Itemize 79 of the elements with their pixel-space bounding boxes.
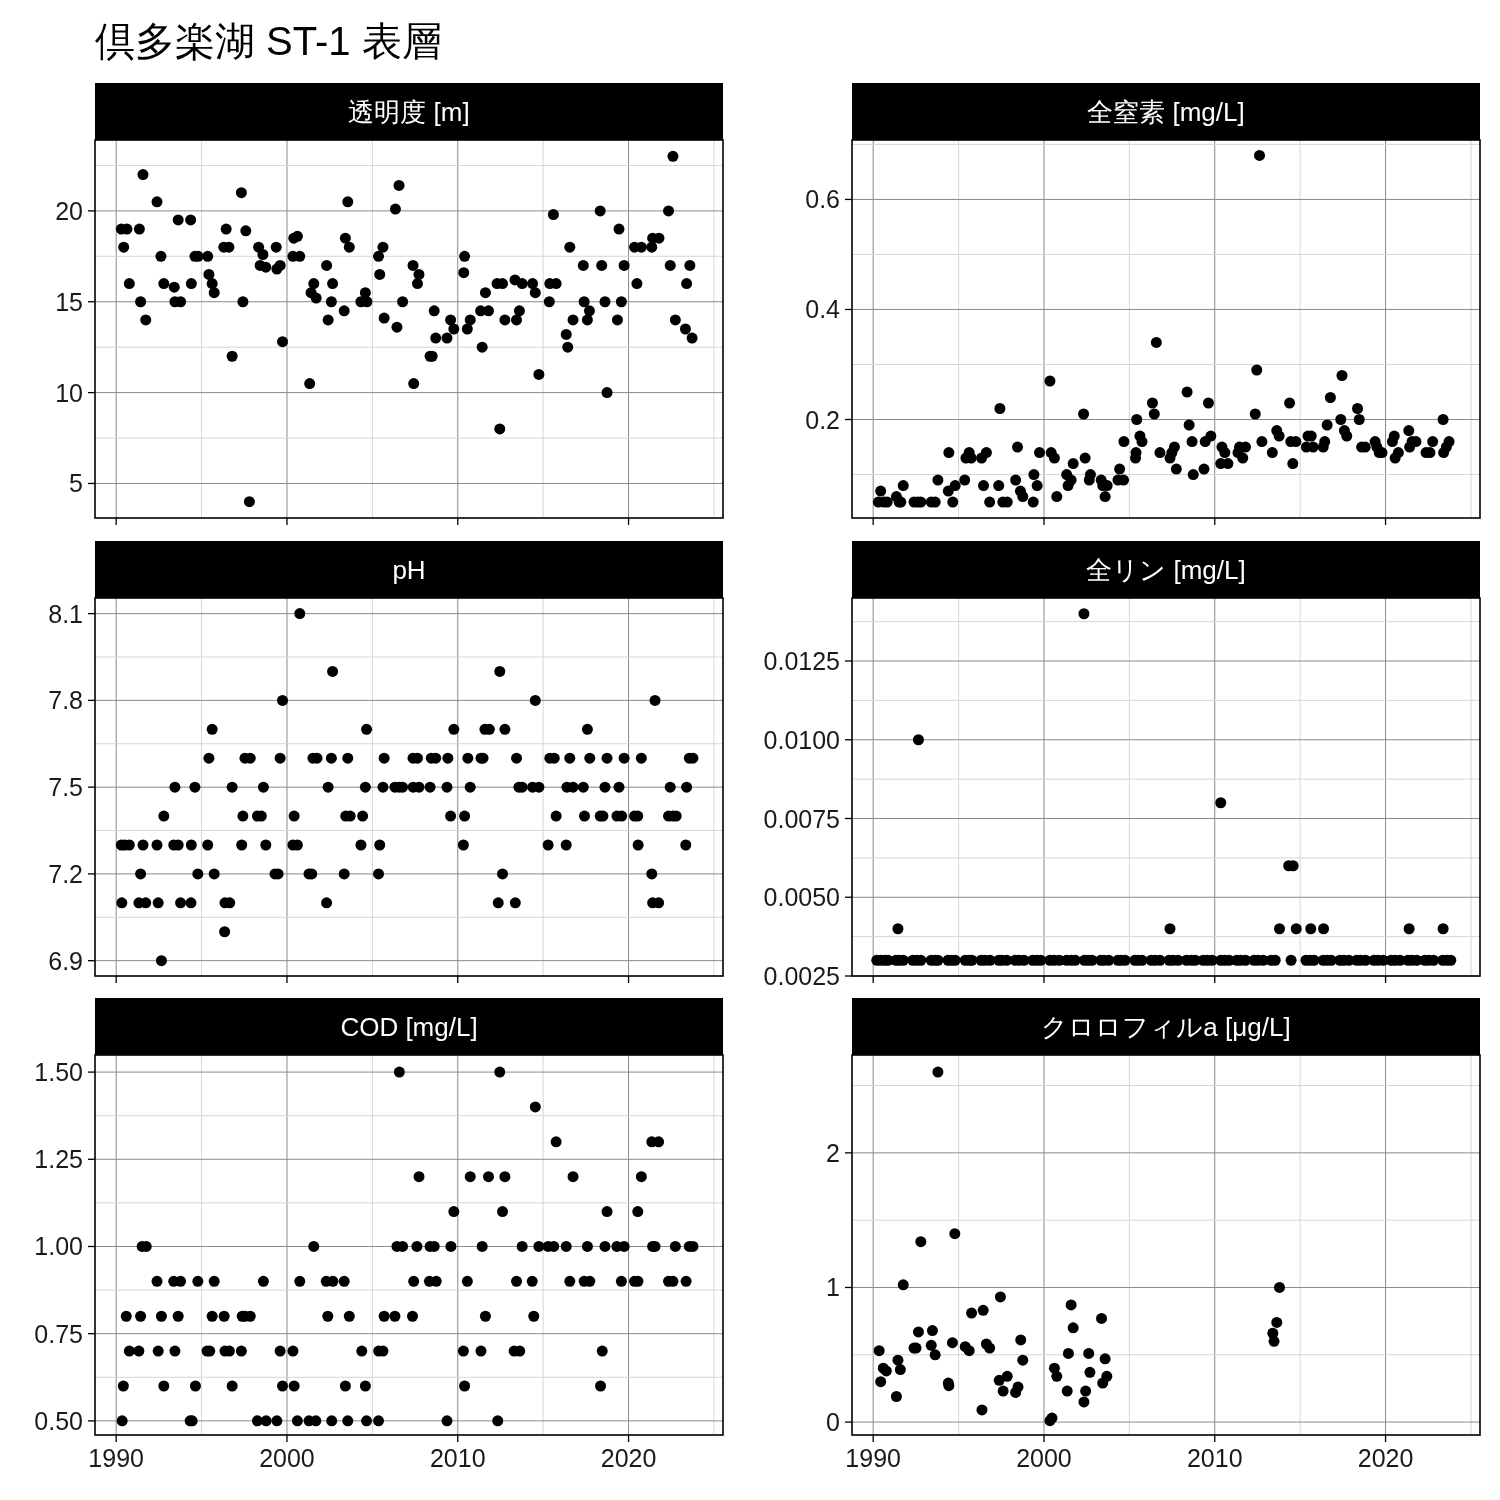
y-tick-label: 0.2 xyxy=(805,405,840,434)
point xyxy=(1084,1366,1096,1378)
point xyxy=(977,1304,989,1316)
point xyxy=(1065,1299,1077,1311)
y-tick-label: 0.0125 xyxy=(763,647,840,675)
y-tick-label: 0.0075 xyxy=(763,804,840,833)
y-tick-label: 6.9 xyxy=(48,946,83,975)
point xyxy=(912,1326,924,1338)
point xyxy=(875,1376,887,1388)
point xyxy=(1062,1347,1074,1359)
y-tick-label: 7.2 xyxy=(48,859,83,888)
point xyxy=(897,1279,909,1291)
y-tick-label: 8.1 xyxy=(48,599,83,628)
point xyxy=(929,1349,941,1361)
point xyxy=(925,1339,937,1351)
point xyxy=(1067,1322,1079,1334)
x-tick-label: 2010 xyxy=(429,1444,486,1472)
y-tick-label: 0.50 xyxy=(34,1406,83,1435)
point xyxy=(1099,1353,1111,1365)
point xyxy=(949,1228,961,1240)
point xyxy=(993,1374,1005,1386)
point xyxy=(984,1342,996,1354)
x-tick-label: 2000 xyxy=(1016,1444,1072,1472)
point xyxy=(894,1364,906,1376)
point xyxy=(1015,1334,1027,1346)
point xyxy=(946,1337,958,1349)
x-tick-label: 2020 xyxy=(1357,1444,1414,1472)
point xyxy=(1078,1396,1090,1408)
point xyxy=(1080,1385,1092,1397)
point xyxy=(1271,1316,1283,1328)
y-tick-label: 0 xyxy=(826,1408,840,1437)
y-tick-label: 0.6 xyxy=(805,185,840,214)
y-tick-label: 5 xyxy=(69,469,83,498)
y-tick-label: 1 xyxy=(826,1273,840,1302)
chart-title: 透明度 [m] xyxy=(348,96,470,127)
point xyxy=(1017,1354,1029,1366)
x-tick-label: 1990 xyxy=(88,1444,144,1472)
point xyxy=(966,1307,978,1319)
y-tick-label: 0.0050 xyxy=(763,883,840,912)
y-tick-label: 1.00 xyxy=(34,1232,83,1261)
text: 倶多楽湖 ST-1 表層 xyxy=(95,19,442,63)
x-tick-label: 2020 xyxy=(600,1444,657,1472)
point xyxy=(1001,1370,1013,1382)
y-tick-label: 15 xyxy=(55,287,83,316)
point xyxy=(963,1345,975,1357)
point xyxy=(1273,1281,1285,1293)
point xyxy=(1061,1385,1073,1397)
y-tick-label: 7.8 xyxy=(48,686,83,715)
y-tick-label: 1.50 xyxy=(34,1058,83,1087)
y-tick-label: 0.0100 xyxy=(763,725,840,754)
y-tick-label: 7.5 xyxy=(48,773,83,802)
point xyxy=(915,1236,927,1248)
chart-title: pH xyxy=(392,554,426,585)
y-tick-label: 2 xyxy=(826,1138,840,1167)
point xyxy=(1083,1347,1095,1359)
x-tick-label: 1990 xyxy=(845,1444,901,1472)
point xyxy=(1096,1312,1108,1324)
chart-title: COD [mg/L] xyxy=(340,1011,478,1042)
y-tick-label: 0.0025 xyxy=(763,962,840,990)
point xyxy=(932,1066,944,1078)
point xyxy=(1012,1381,1024,1393)
point xyxy=(873,1345,885,1357)
x-tick-label: 2000 xyxy=(259,1444,315,1472)
point xyxy=(997,1385,1009,1397)
chart-title: クロロフィルa [μg/L] xyxy=(1041,1011,1291,1042)
chart-title: 全リン [mg/L] xyxy=(1086,554,1246,585)
point xyxy=(890,1391,902,1402)
y-tick-label: 20 xyxy=(55,196,83,225)
chart-title: 全窒素 [mg/L] xyxy=(1087,96,1245,127)
y-tick-label: 0.4 xyxy=(805,295,841,324)
point xyxy=(926,1325,938,1337)
y-tick-label: 10 xyxy=(55,378,83,407)
point xyxy=(994,1291,1006,1303)
point xyxy=(1051,1370,1063,1382)
y-tick-label: 1.25 xyxy=(34,1145,83,1174)
point xyxy=(976,1404,988,1416)
x-tick-label: 2010 xyxy=(1186,1444,1243,1472)
point xyxy=(1101,1370,1113,1382)
y-tick-label: 0.75 xyxy=(34,1319,83,1348)
